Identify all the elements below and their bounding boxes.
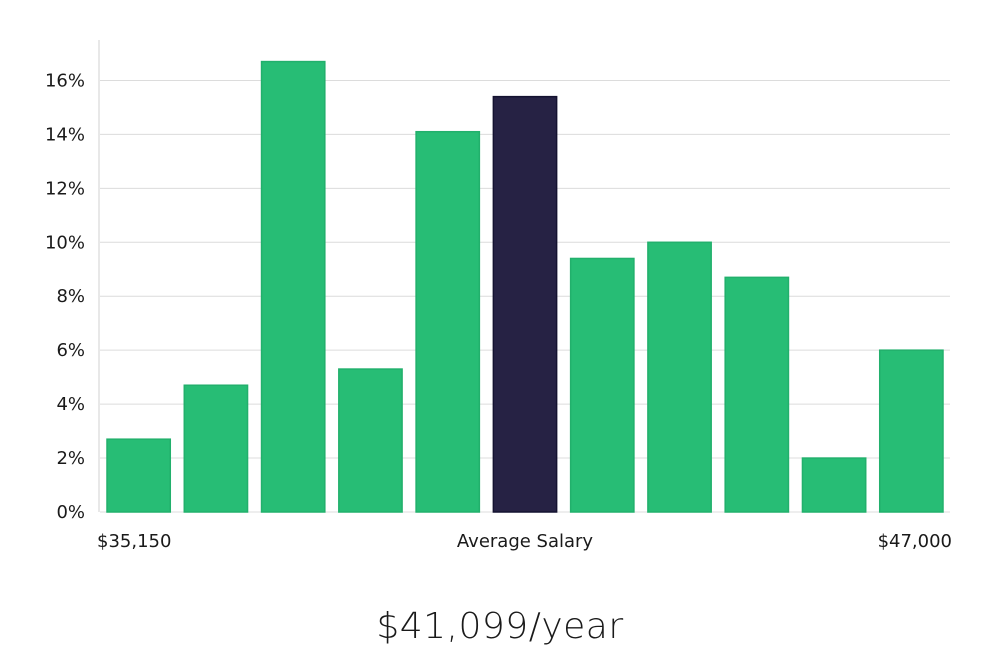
bar (415, 130, 481, 513)
bar (183, 384, 249, 513)
bar (569, 257, 635, 513)
bar (338, 368, 403, 513)
y-tick-label: 8% (56, 286, 85, 307)
y-tick-label: 2% (56, 448, 85, 469)
y-tick-label: 6% (56, 340, 85, 361)
x-label-center: Average Salary (457, 531, 594, 552)
y-tick-label: 0% (56, 502, 85, 523)
average-salary-value: $41,099/year (376, 606, 624, 647)
bar (878, 349, 944, 513)
y-tick-label: 16% (45, 70, 85, 91)
bar-average-salary (492, 95, 558, 513)
y-tick-label: 14% (45, 124, 85, 145)
y-tick-label: 12% (45, 178, 85, 199)
x-label-min: $35,150 (97, 531, 171, 552)
salary-histogram: 0% 2% 4% 6% 8% 10% 12% 14% 16% $35,150 Average S… (45, 40, 952, 552)
bar (106, 438, 172, 513)
bars (106, 60, 944, 513)
x-label-max: $47,000 (878, 531, 952, 552)
bar (724, 276, 790, 513)
y-tick-label: 10% (45, 232, 85, 253)
y-tick-label: 4% (56, 394, 85, 415)
bar (647, 241, 712, 513)
bar (801, 457, 867, 513)
bar (260, 60, 326, 513)
y-axis-ticks: 0% 2% 4% 6% 8% 10% 12% 14% 16% (45, 70, 85, 523)
